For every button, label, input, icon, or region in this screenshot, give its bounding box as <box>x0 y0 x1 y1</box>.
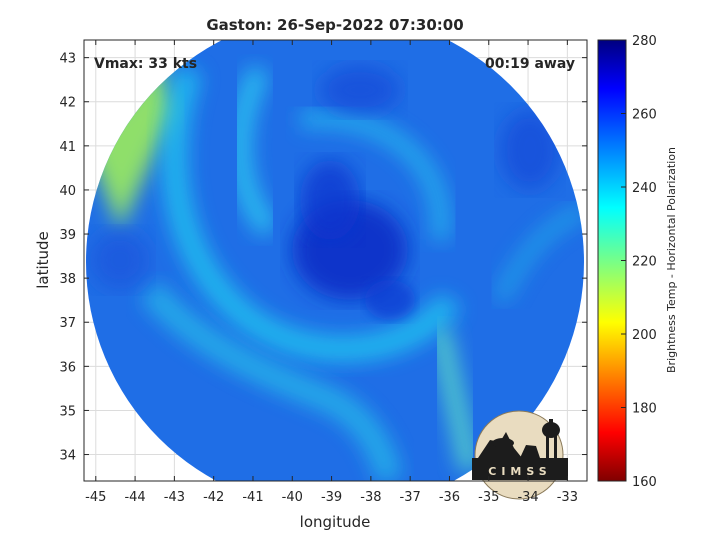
x-tick-label: -36 <box>439 490 460 505</box>
y-tick-label: 37 <box>59 316 76 331</box>
logo-text: CIMSS <box>488 465 551 478</box>
x-tick-label: -44 <box>124 490 145 505</box>
y-tick-label: 39 <box>59 228 76 243</box>
x-tick-label: -38 <box>360 490 381 505</box>
vmax-annotation: Vmax: 33 kts <box>94 56 197 72</box>
colorbar-tick-label: 200 <box>632 328 657 343</box>
x-tick-label: -39 <box>321 490 342 505</box>
x-tick-label: -34 <box>517 490 538 505</box>
x-tick-label: -40 <box>282 490 303 505</box>
colorbar: 160 180 200 220 240 260 280 Brightness Temp - … <box>597 34 678 490</box>
colorbar-tick-label: 240 <box>632 181 657 196</box>
y-tick-label: 38 <box>59 272 76 287</box>
colorbar-label: Brightness Temp - Horizontal Polarizatio… <box>665 147 678 373</box>
x-tick-label: -43 <box>164 490 185 505</box>
brightness-temp-swath <box>86 40 584 481</box>
x-tick-label: -42 <box>203 490 224 505</box>
colorbar-tick-label: 180 <box>632 402 657 417</box>
colorbar-tick-label: 220 <box>632 255 657 270</box>
x-tick-label: -45 <box>85 490 106 505</box>
y-tick-label: 34 <box>59 449 76 464</box>
x-axis-label: longitude <box>300 513 371 531</box>
y-axis-ticks: 34 35 36 37 38 39 40 41 42 43 <box>59 52 587 464</box>
x-tick-label: -41 <box>242 490 263 505</box>
chart-title: Gaston: 26-Sep-2022 07:30:00 <box>206 16 463 34</box>
y-tick-label: 43 <box>59 52 76 67</box>
x-tick-label: -33 <box>557 490 578 505</box>
y-tick-label: 35 <box>59 404 76 419</box>
cimss-logo: CIMSS <box>472 410 568 500</box>
x-axis-ticks: -45 -44 -43 -42 -41 -40 -39 -38 -37 -36 -35 -34 -33 <box>85 40 578 505</box>
x-tick-label: -35 <box>478 490 499 505</box>
y-tick-label: 41 <box>59 140 76 155</box>
y-tick-label: 40 <box>59 184 76 199</box>
colorbar-tick-label: 160 <box>632 475 657 490</box>
colorbar-tick-label: 280 <box>632 34 657 49</box>
time-offset-annotation: 00:19 away <box>485 56 575 72</box>
colorbar-ticks: 160 180 200 220 240 260 280 <box>621 34 657 490</box>
x-tick-label: -37 <box>400 490 421 505</box>
y-tick-label: 42 <box>59 96 76 111</box>
colorbar-tick-label: 260 <box>632 108 657 123</box>
y-axis-label: latitude <box>34 231 52 289</box>
y-tick-label: 36 <box>59 360 76 375</box>
axes-box <box>83 39 588 482</box>
